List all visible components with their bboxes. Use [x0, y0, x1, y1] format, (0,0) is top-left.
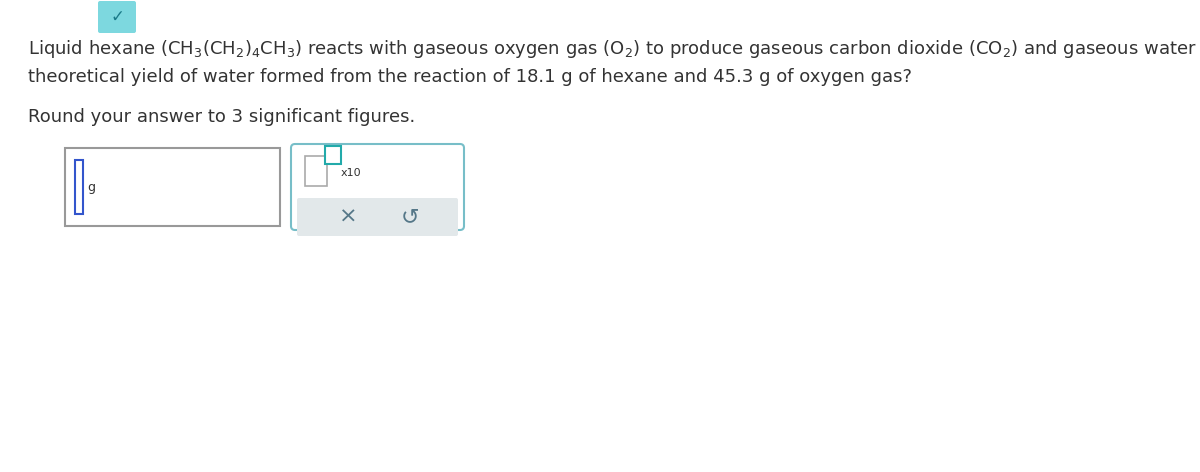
FancyBboxPatch shape	[325, 146, 341, 164]
Text: x10: x10	[341, 168, 361, 178]
Text: Liquid hexane $\left(\mathrm{CH_3(CH_2)_4CH_3}\right)$ reacts with gaseous oxyge: Liquid hexane $\left(\mathrm{CH_3(CH_2)_…	[28, 38, 1200, 60]
FancyBboxPatch shape	[65, 148, 280, 226]
Text: Round your answer to 3 significant figures.: Round your answer to 3 significant figur…	[28, 108, 415, 126]
FancyBboxPatch shape	[305, 156, 326, 186]
FancyBboxPatch shape	[298, 198, 458, 236]
FancyBboxPatch shape	[98, 1, 136, 33]
Text: ↺: ↺	[401, 207, 420, 227]
Text: g: g	[88, 180, 95, 194]
FancyBboxPatch shape	[292, 144, 464, 230]
Text: theoretical yield of water formed from the reaction of 18.1 g of hexane and 45.3: theoretical yield of water formed from t…	[28, 68, 912, 86]
Text: ✓: ✓	[110, 8, 124, 26]
FancyBboxPatch shape	[74, 160, 83, 214]
Text: ×: ×	[338, 207, 358, 227]
